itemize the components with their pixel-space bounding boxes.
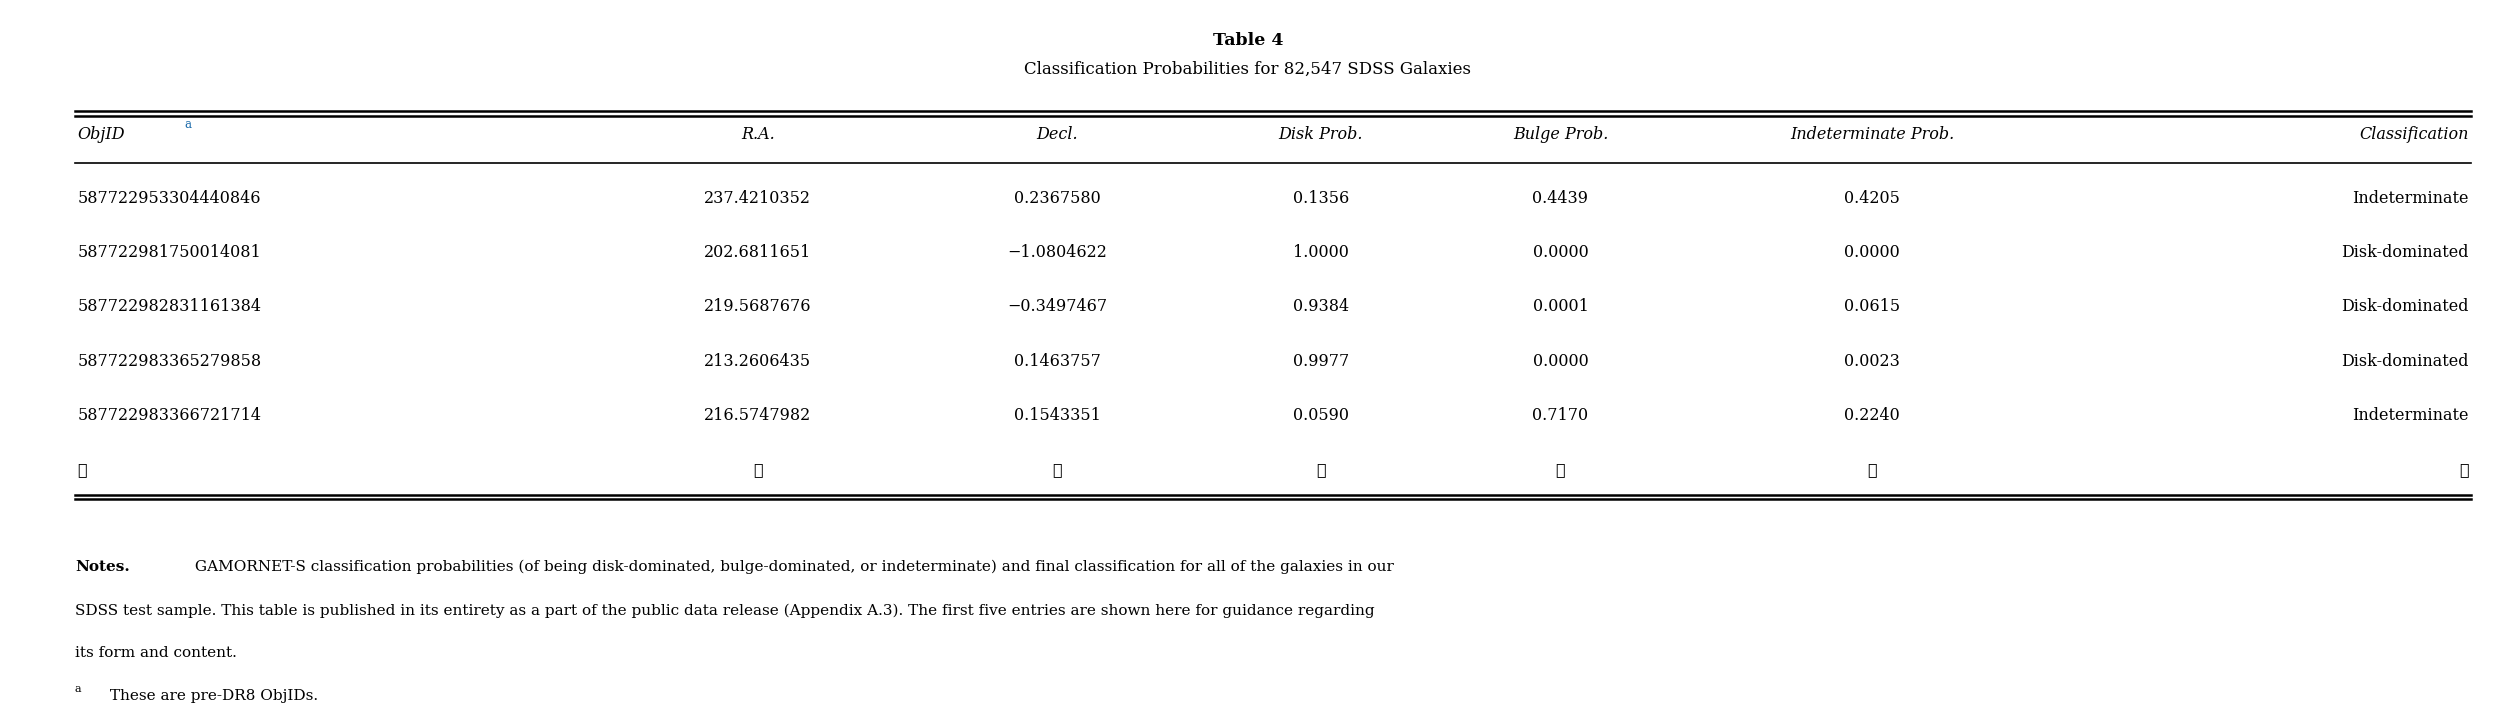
Text: 0.9977: 0.9977 [1293, 353, 1348, 370]
Text: 0.4205: 0.4205 [1845, 190, 1899, 207]
Text: Disk-dominated: Disk-dominated [2341, 353, 2469, 370]
Text: Disk-dominated: Disk-dominated [2341, 299, 2469, 315]
Text: Classification Probabilities for 82,547 SDSS Galaxies: Classification Probabilities for 82,547 … [1023, 61, 1473, 78]
Text: Indeterminate: Indeterminate [2351, 190, 2469, 207]
Text: 587722953304440846: 587722953304440846 [77, 190, 262, 207]
Text: ⋮: ⋮ [77, 462, 87, 478]
Text: 1.0000: 1.0000 [1293, 244, 1348, 261]
Text: 0.0000: 0.0000 [1533, 353, 1587, 370]
Text: 0.0001: 0.0001 [1533, 299, 1587, 315]
Text: Disk-dominated: Disk-dominated [2341, 244, 2469, 261]
Text: Indeterminate Prob.: Indeterminate Prob. [1790, 126, 1954, 143]
Text: Indeterminate: Indeterminate [2351, 407, 2469, 424]
Text: 0.0023: 0.0023 [1845, 353, 1899, 370]
Text: Table 4: Table 4 [1213, 32, 1283, 50]
Text: ⋮: ⋮ [1555, 462, 1565, 478]
Text: 587722983366721714: 587722983366721714 [77, 407, 262, 424]
Text: 202.6811651: 202.6811651 [704, 244, 811, 261]
Text: 0.9384: 0.9384 [1293, 299, 1348, 315]
Text: These are pre-DR8 ObjIDs.: These are pre-DR8 ObjIDs. [105, 689, 317, 703]
Text: Bulge Prob.: Bulge Prob. [1513, 126, 1607, 143]
Text: R.A.: R.A. [741, 126, 774, 143]
Text: Disk Prob.: Disk Prob. [1278, 126, 1363, 143]
Text: Notes.: Notes. [75, 560, 130, 574]
Text: 587722981750014081: 587722981750014081 [77, 244, 262, 261]
Text: 219.5687676: 219.5687676 [704, 299, 811, 315]
Text: 0.0590: 0.0590 [1293, 407, 1348, 424]
Text: 237.4210352: 237.4210352 [704, 190, 811, 207]
Text: ⋮: ⋮ [1315, 462, 1325, 478]
Text: Decl.: Decl. [1036, 126, 1078, 143]
Text: 0.2367580: 0.2367580 [1013, 190, 1101, 207]
Text: ⋮: ⋮ [1053, 462, 1063, 478]
Text: Classification: Classification [2359, 126, 2469, 143]
Text: GAMORNET-S classification probabilities (of being disk-dominated, bulge-dominate: GAMORNET-S classification probabilities … [190, 560, 1393, 574]
Text: ObjID: ObjID [77, 126, 125, 143]
Text: 213.2606435: 213.2606435 [704, 353, 811, 370]
Text: ⋮: ⋮ [754, 462, 764, 478]
Text: −1.0804622: −1.0804622 [1008, 244, 1108, 261]
Text: SDSS test sample. This table is published in its entirety as a part of the publi: SDSS test sample. This table is publishe… [75, 603, 1375, 617]
Text: ⋮: ⋮ [1867, 462, 1877, 478]
Text: 0.0000: 0.0000 [1845, 244, 1899, 261]
Text: a: a [185, 118, 192, 131]
Text: its form and content.: its form and content. [75, 646, 237, 660]
Text: 587722983365279858: 587722983365279858 [77, 353, 262, 370]
Text: 587722982831161384: 587722982831161384 [77, 299, 262, 315]
Text: 216.5747982: 216.5747982 [704, 407, 811, 424]
Text: 0.0615: 0.0615 [1845, 299, 1899, 315]
Text: −0.3497467: −0.3497467 [1008, 299, 1108, 315]
Text: 0.4439: 0.4439 [1533, 190, 1587, 207]
Text: a: a [75, 684, 82, 694]
Text: ⋮: ⋮ [2459, 462, 2469, 478]
Text: 0.0000: 0.0000 [1533, 244, 1587, 261]
Text: 0.1463757: 0.1463757 [1013, 353, 1101, 370]
Text: 0.1356: 0.1356 [1293, 190, 1348, 207]
Text: 0.7170: 0.7170 [1533, 407, 1587, 424]
Text: 0.2240: 0.2240 [1845, 407, 1899, 424]
Text: 0.1543351: 0.1543351 [1013, 407, 1101, 424]
